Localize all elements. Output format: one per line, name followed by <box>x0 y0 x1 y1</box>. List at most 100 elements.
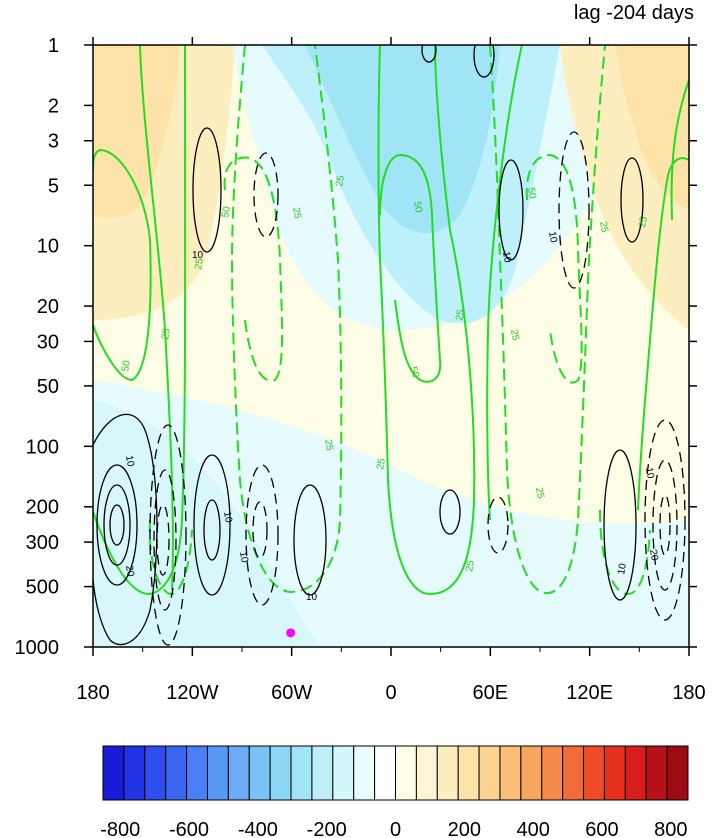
black-solid-contour <box>293 484 327 596</box>
x-tick-label: 0 <box>385 682 396 704</box>
colorbar-label: -400 <box>238 819 278 838</box>
colorbar-box <box>332 745 355 801</box>
contour-label: 25 <box>334 174 347 187</box>
black-dashed-contour <box>487 496 509 554</box>
contour-label: 25 <box>322 439 335 452</box>
green-dashed-contour <box>489 45 606 595</box>
y-tick-label: 100 <box>26 436 59 458</box>
contour-layer <box>93 45 689 646</box>
y-tick-label: 200 <box>26 497 59 519</box>
black-solid-contour <box>421 45 437 63</box>
x-tick-label: 120E <box>566 682 613 704</box>
colorbar-labels: -800 -600 -400 -200 0 200 400 600 800 <box>100 819 687 838</box>
colorbar-box <box>583 745 605 801</box>
black-dashed-contour <box>245 464 279 606</box>
colorbar-label: 400 <box>516 819 549 838</box>
shading-layer <box>93 45 689 647</box>
contour-label: 25 <box>597 221 610 234</box>
contour-label: 10 <box>221 511 234 524</box>
green-solid-contour <box>379 153 442 383</box>
colorbar-box <box>562 745 585 801</box>
x-tick-label: 120W <box>166 682 218 704</box>
colorbar-label: 200 <box>448 819 481 838</box>
green-solid-contour <box>139 45 174 591</box>
colorbar-box <box>478 745 501 801</box>
green-solid-contour <box>93 148 152 382</box>
y-tick-label: 2 <box>48 95 59 117</box>
y-tick-label: 50 <box>37 376 59 398</box>
green-dashed-contour <box>148 519 193 596</box>
x-tick-label: 180 <box>672 682 705 704</box>
colorbar-box <box>666 745 689 801</box>
x-tick-label: 60E <box>473 682 509 704</box>
contour-label: 50 <box>407 365 421 380</box>
colorbar-box <box>102 745 125 801</box>
contour-label: 25 <box>290 207 303 220</box>
colorbar-box <box>269 745 292 801</box>
contour-label: 50 <box>220 205 233 218</box>
y-axis: 1 2 3 5 10 20 30 50 100 200 300 500 1000 <box>15 35 697 659</box>
green-solid-contour <box>377 45 476 596</box>
shade-left-orange-inner <box>93 45 180 218</box>
contour-label: 10 <box>192 250 204 261</box>
black-solid-contour <box>103 484 131 566</box>
contour-label: 50 <box>525 187 538 200</box>
black-dashed-contour <box>252 501 268 559</box>
black-solid-contour <box>473 45 495 78</box>
colorbar-box <box>603 745 626 801</box>
x-axis: 180 120W 60W 0 60E 120E 180 <box>76 37 706 704</box>
colorbar-label: 0 <box>390 819 401 838</box>
black-solid-contour <box>192 127 222 253</box>
black-dashed-contour <box>659 494 671 556</box>
contour-label: 25 <box>637 215 650 228</box>
contour-label: 25 <box>160 327 173 340</box>
colorbar-box <box>227 745 250 801</box>
colorbar <box>102 745 689 801</box>
contour-label: 25 <box>533 487 546 500</box>
black-solid-contour <box>620 157 644 243</box>
contour-label: 20 <box>647 549 660 562</box>
contour-label: 25 <box>464 559 477 572</box>
chart-title: lag -204 days <box>574 2 694 24</box>
contour-label: 25 <box>508 329 521 342</box>
colorbar-box <box>206 745 229 801</box>
colorbar-label: -800 <box>100 819 140 838</box>
colorbar-box <box>165 745 188 801</box>
black-dashed-contour <box>149 424 187 646</box>
colorbar-box <box>499 745 522 801</box>
y-tick-label: 3 <box>48 131 59 153</box>
y-tick-label: 5 <box>48 175 59 197</box>
green-solid-contour <box>670 79 689 221</box>
y-tick-label: 1000 <box>15 637 60 659</box>
colorbar-box <box>144 745 167 801</box>
black-dashed-contour <box>156 504 170 576</box>
colorbar-box <box>415 745 438 801</box>
green-dashed-contour <box>599 509 651 596</box>
colorbar-box <box>374 745 397 801</box>
x-tick-label: 60W <box>271 682 312 704</box>
contour-label: 10 <box>643 467 656 480</box>
black-solid-contour <box>498 159 524 261</box>
colorbar-label: -200 <box>307 819 347 838</box>
x-tick-label: 180 <box>76 682 109 704</box>
black-dashed-contour <box>652 459 678 591</box>
contour-label: 10 <box>616 562 629 575</box>
black-dashed-contour <box>253 152 279 238</box>
colorbar-box <box>186 745 208 801</box>
colorbar-box <box>123 745 146 801</box>
location-marker <box>286 628 296 638</box>
colorbar-box <box>353 745 376 801</box>
colorbar-box <box>624 745 647 801</box>
colorbar-box <box>457 745 480 801</box>
green-solid-contour <box>486 45 523 521</box>
green-solid-contour <box>93 45 187 596</box>
colorbar-box <box>290 745 313 801</box>
contour-label: 25 <box>375 457 388 470</box>
green-dashed-contour <box>230 45 343 594</box>
contour-label: 10 <box>123 455 136 468</box>
black-solid-contour <box>439 489 461 535</box>
contour-label: 50 <box>120 359 133 372</box>
contour-label: 25 <box>454 308 467 321</box>
contour-label: 10 <box>237 551 250 564</box>
